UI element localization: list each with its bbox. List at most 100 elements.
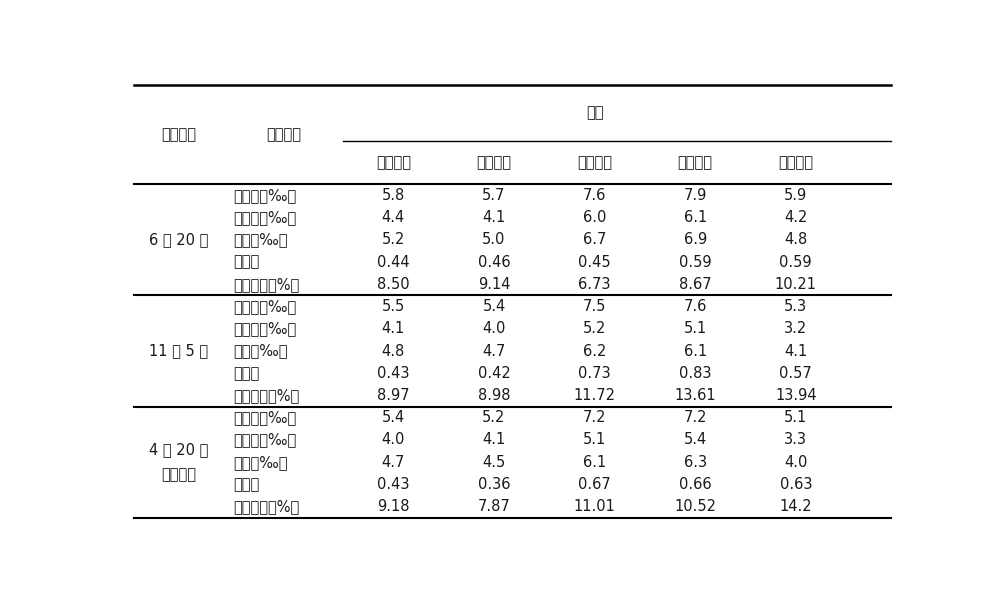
Text: 0.66: 0.66 [679, 477, 711, 492]
Text: 4 月 20 日: 4 月 20 日 [149, 442, 209, 458]
Text: 10.52: 10.52 [674, 499, 716, 514]
Text: 4.1: 4.1 [482, 210, 506, 225]
Text: 6.1: 6.1 [583, 455, 606, 469]
Text: 小叶黄杨: 小叶黄杨 [678, 155, 713, 170]
Text: 6 月 20 日: 6 月 20 日 [149, 233, 209, 247]
Text: 13.94: 13.94 [775, 388, 817, 403]
Text: 8.97: 8.97 [377, 388, 410, 403]
Text: 7.2: 7.2 [683, 410, 707, 425]
Text: 红叶石楠: 红叶石楠 [778, 155, 813, 170]
Text: 4.7: 4.7 [382, 455, 405, 469]
Text: 7.9: 7.9 [683, 188, 707, 203]
Text: 0.46: 0.46 [478, 255, 510, 269]
Text: 5.5: 5.5 [382, 299, 405, 314]
Text: 6.2: 6.2 [583, 343, 606, 359]
Text: 4.5: 4.5 [482, 455, 506, 469]
Text: 0.43: 0.43 [377, 366, 410, 381]
Text: 4.2: 4.2 [784, 210, 807, 225]
Text: 13.61: 13.61 [674, 388, 716, 403]
Text: 4.1: 4.1 [482, 433, 506, 448]
Text: 6.9: 6.9 [684, 233, 707, 247]
Text: 11.72: 11.72 [574, 388, 616, 403]
Text: 最小值（‰）: 最小值（‰） [233, 321, 296, 336]
Text: 5.0: 5.0 [482, 233, 506, 247]
Text: 0.59: 0.59 [779, 255, 812, 269]
Text: 4.0: 4.0 [382, 433, 405, 448]
Text: 均值（‰）: 均值（‰） [233, 343, 287, 359]
Text: 11.01: 11.01 [574, 499, 616, 514]
Text: 均值（‰）: 均值（‰） [233, 233, 287, 247]
Text: 4.0: 4.0 [784, 455, 807, 469]
Text: 最大值（‰）: 最大值（‰） [233, 299, 296, 314]
Text: 4.1: 4.1 [382, 321, 405, 336]
Text: 标准差: 标准差 [233, 477, 259, 492]
Text: 0.42: 0.42 [478, 366, 510, 381]
Text: 标准差: 标准差 [233, 366, 259, 381]
Text: 5.4: 5.4 [482, 299, 506, 314]
Text: 5.1: 5.1 [684, 321, 707, 336]
Text: 7.5: 7.5 [583, 299, 606, 314]
Text: （次年）: （次年） [161, 467, 196, 482]
Text: 5.4: 5.4 [382, 410, 405, 425]
Text: 11 月 5 日: 11 月 5 日 [149, 343, 208, 359]
Text: 4.4: 4.4 [382, 210, 405, 225]
Text: 5.7: 5.7 [482, 188, 506, 203]
Text: 最小值（‰）: 最小值（‰） [233, 433, 296, 448]
Text: 8.67: 8.67 [679, 277, 711, 292]
Text: 变异系数（%）: 变异系数（%） [233, 277, 299, 292]
Text: 变异指标: 变异指标 [266, 127, 301, 142]
Text: 均值（‰）: 均值（‰） [233, 455, 287, 469]
Text: 0.67: 0.67 [578, 477, 611, 492]
Text: 3.3: 3.3 [784, 433, 807, 448]
Text: 4.0: 4.0 [482, 321, 506, 336]
Text: 8.98: 8.98 [478, 388, 510, 403]
Text: 0.83: 0.83 [679, 366, 711, 381]
Text: 8.50: 8.50 [377, 277, 410, 292]
Text: 最大值（‰）: 最大值（‰） [233, 410, 296, 425]
Text: 5.3: 5.3 [784, 299, 807, 314]
Text: 7.87: 7.87 [478, 499, 510, 514]
Text: 金叶女贞: 金叶女贞 [476, 155, 511, 170]
Text: 10.21: 10.21 [775, 277, 817, 292]
Text: 5.2: 5.2 [382, 233, 405, 247]
Text: 0.57: 0.57 [779, 366, 812, 381]
Text: 树种: 树种 [586, 105, 603, 120]
Text: 变异系数（%）: 变异系数（%） [233, 388, 299, 403]
Text: 9.14: 9.14 [478, 277, 510, 292]
Text: 0.63: 0.63 [780, 477, 812, 492]
Text: 6.0: 6.0 [583, 210, 606, 225]
Text: 5.2: 5.2 [482, 410, 506, 425]
Text: 6.7: 6.7 [583, 233, 606, 247]
Text: 7.2: 7.2 [583, 410, 606, 425]
Text: 4.8: 4.8 [382, 343, 405, 359]
Text: 4.1: 4.1 [784, 343, 807, 359]
Text: 大叶黄杨: 大叶黄杨 [577, 155, 612, 170]
Text: 5.9: 5.9 [784, 188, 807, 203]
Text: 最大值（‰）: 最大值（‰） [233, 188, 296, 203]
Text: 7.6: 7.6 [583, 188, 606, 203]
Text: 0.59: 0.59 [679, 255, 711, 269]
Text: 0.43: 0.43 [377, 477, 410, 492]
Text: 最小值（‰）: 最小值（‰） [233, 210, 296, 225]
Text: 7.6: 7.6 [683, 299, 707, 314]
Text: 4.8: 4.8 [784, 233, 807, 247]
Text: 5.4: 5.4 [684, 433, 707, 448]
Text: 5.1: 5.1 [583, 433, 606, 448]
Text: 9.18: 9.18 [377, 499, 410, 514]
Text: 6.1: 6.1 [684, 210, 707, 225]
Text: 14.2: 14.2 [779, 499, 812, 514]
Text: 4.7: 4.7 [482, 343, 506, 359]
Text: 小叶女贞: 小叶女贞 [376, 155, 411, 170]
Text: 3.2: 3.2 [784, 321, 807, 336]
Text: 调查日期: 调查日期 [161, 127, 196, 142]
Text: 0.44: 0.44 [377, 255, 410, 269]
Text: 0.45: 0.45 [578, 255, 611, 269]
Text: 变异系数（%）: 变异系数（%） [233, 499, 299, 514]
Text: 5.2: 5.2 [583, 321, 606, 336]
Text: 6.73: 6.73 [578, 277, 611, 292]
Text: 6.3: 6.3 [684, 455, 707, 469]
Text: 0.36: 0.36 [478, 477, 510, 492]
Text: 6.1: 6.1 [684, 343, 707, 359]
Text: 5.8: 5.8 [382, 188, 405, 203]
Text: 5.1: 5.1 [784, 410, 807, 425]
